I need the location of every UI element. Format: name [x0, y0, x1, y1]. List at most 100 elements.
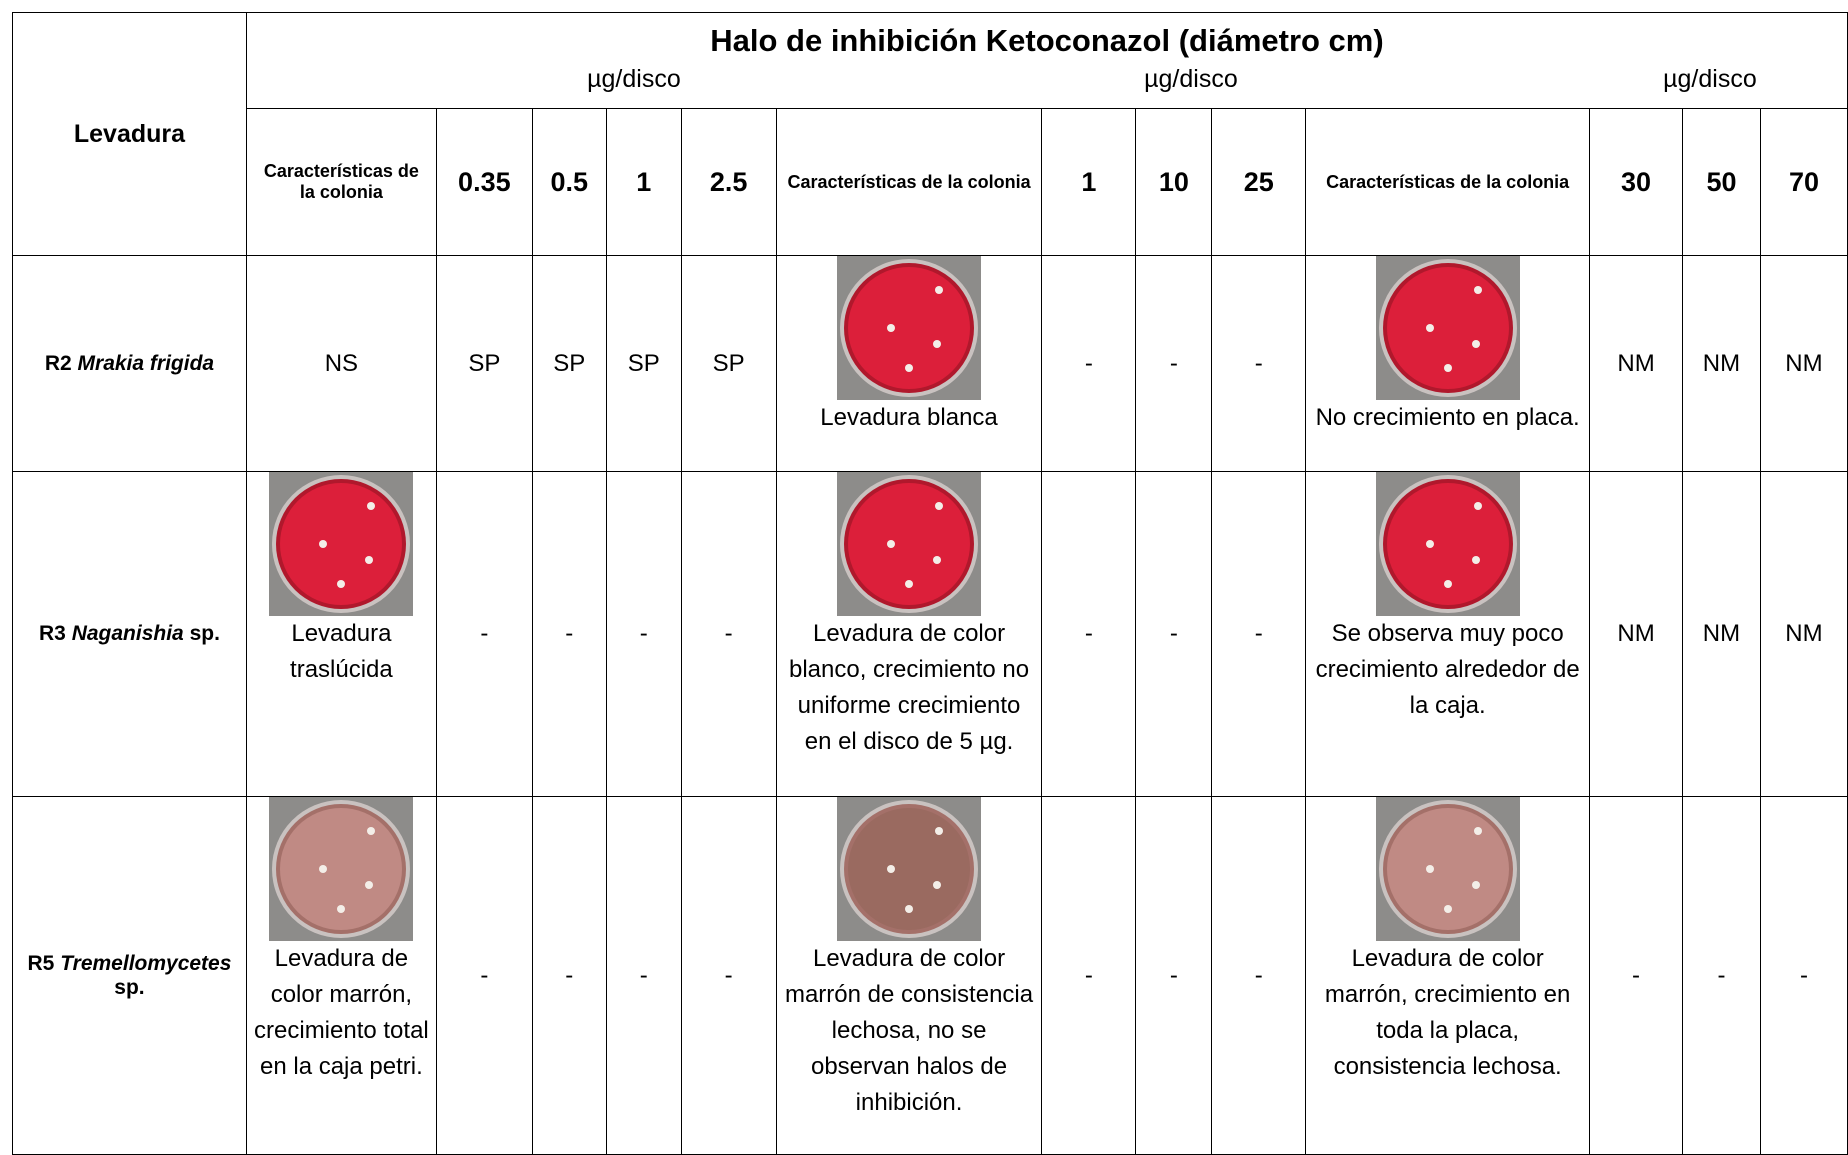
cell-text: -: [1169, 349, 1178, 377]
result-cell: -: [1041, 796, 1137, 1155]
table-row: R5 Tremellomycetes sp. Levadura de color …: [12, 796, 1848, 1155]
name-species: Naganishia: [71, 622, 184, 645]
cell-text: SP: [627, 349, 660, 377]
cell-text: -: [1632, 961, 1641, 989]
petri-dish: [269, 472, 414, 616]
cell-text: SP: [468, 349, 501, 377]
result-cell: -: [680, 471, 777, 797]
column-header-dose: 70: [1759, 108, 1848, 256]
cell-text: -: [1169, 961, 1178, 989]
result-cell: NM: [1681, 255, 1761, 472]
result-cell: NM: [1681, 471, 1761, 797]
column-header-text: Características de la colonia: [245, 108, 437, 256]
result-cell: -: [680, 796, 777, 1155]
cell-text: -: [724, 620, 733, 647]
column-header-dose: 50: [1681, 108, 1761, 256]
result-cell: SP: [435, 255, 533, 472]
row-name: R3 Naganishia sp.: [12, 471, 247, 797]
cell-text: SP: [553, 349, 586, 377]
first-col-header: Levadura: [12, 12, 247, 256]
cell-text: Levadura de color marrón de consistencia…: [784, 945, 1034, 1116]
column-header-dose: 10: [1135, 108, 1213, 256]
name-species: Tremellomycetes: [60, 951, 232, 975]
cell-text: -: [639, 620, 648, 647]
result-cell: -: [1211, 796, 1307, 1155]
result-cell: NM: [1759, 471, 1848, 797]
table-row: R2 Mrakia frigida NS SP SP SP SP Levadura blan…: [12, 255, 1848, 472]
cell-text: -: [1084, 620, 1093, 647]
cell-text: NM: [1617, 349, 1655, 377]
cell-text: -: [480, 961, 489, 989]
column-header-dose: 1: [1041, 108, 1137, 256]
cell-text: NM: [1702, 349, 1741, 377]
petri-dish: [1375, 797, 1520, 941]
cell-text: -: [1717, 961, 1726, 989]
result-cell: -: [1589, 796, 1683, 1155]
column-header-dose: 1: [605, 108, 682, 256]
table-row: R3 Naganishia sp. Levadura traslúcida - - - -…: [12, 471, 1848, 797]
colony-cell: Se observa muy poco crecimiento alrededo…: [1305, 471, 1591, 797]
result-cell: -: [1041, 255, 1137, 472]
cell-text: -: [1084, 961, 1093, 989]
column-header-dose: 2.5: [680, 108, 777, 256]
petri-dish: [837, 797, 982, 941]
result-cell: -: [1135, 796, 1213, 1155]
result-cell: -: [1041, 471, 1137, 797]
petri-dish: [837, 256, 982, 400]
colony-cell: Levadura de color marrón, crecimiento to…: [245, 796, 437, 1155]
cell-text: Levadura de color blanco, crecimiento no…: [788, 620, 1030, 755]
result-cell: NS: [245, 255, 437, 472]
cell-text: -: [1254, 961, 1263, 989]
cell-text: -: [724, 961, 733, 989]
name-suffix: sp.: [114, 975, 145, 999]
cell-text: -: [1799, 961, 1808, 989]
result-cell: -: [1135, 255, 1213, 472]
cell-text: -: [639, 961, 648, 989]
unit-label: µg/disco: [587, 65, 681, 93]
petri-dish: [837, 472, 982, 616]
table-title: Halo de inhibición Ketoconazol (diámetro…: [710, 23, 1384, 58]
cell-text: NS: [324, 349, 359, 377]
result-cell: -: [1211, 255, 1307, 472]
result-cell: -: [605, 471, 682, 797]
column-header-text: Características de la colonia: [1305, 108, 1591, 256]
cell-text: -: [565, 620, 574, 647]
unit-label: µg/disco: [1663, 65, 1757, 93]
result-cell: -: [435, 796, 533, 1155]
cell-text: NM: [1617, 620, 1655, 647]
unit-label: µg/disco: [1144, 65, 1238, 93]
result-cell: NM: [1589, 471, 1683, 797]
petri-dish: [1375, 472, 1520, 616]
name-prefix: R2: [44, 351, 72, 375]
colony-cell: Levadura traslúcida: [245, 471, 437, 797]
colony-cell: Levadura de color marrón de consistencia…: [775, 796, 1043, 1155]
cell-text: Se observa muy poco crecimiento alrededo…: [1315, 620, 1580, 719]
name-suffix: sp.: [189, 622, 220, 645]
result-cell: -: [1211, 471, 1307, 797]
cell-text: -: [1084, 349, 1093, 377]
cell-text: Levadura de color marrón, crecimiento en…: [1324, 945, 1571, 1080]
cell-text: -: [1254, 349, 1263, 377]
petri-dish: [1375, 256, 1520, 400]
cell-text: -: [480, 620, 489, 647]
name-prefix: R5: [27, 951, 55, 975]
result-cell: -: [531, 471, 607, 797]
cell-text: No crecimiento en placa.: [1315, 404, 1580, 431]
column-header-dose: 0.5: [531, 108, 607, 256]
colony-cell: Levadura blanca: [775, 255, 1043, 472]
result-cell: -: [435, 471, 533, 797]
cell-text: Levadura de color marrón, crecimiento to…: [254, 945, 429, 1080]
row-name: R2 Mrakia frigida: [12, 255, 247, 472]
petri-dish: [269, 797, 414, 941]
name-species: Mrakia frigida: [77, 351, 215, 375]
result-cell: -: [605, 796, 682, 1155]
result-cell: NM: [1759, 255, 1848, 472]
cell-text: Levadura traslúcida: [290, 620, 393, 683]
result-cell: -: [1759, 796, 1848, 1155]
result-cell: -: [531, 796, 607, 1155]
results-table: Levadura Halo de inhibición Ketoconazol …: [12, 12, 1848, 1155]
cell-text: -: [1254, 620, 1263, 647]
column-header-dose: 25: [1211, 108, 1307, 256]
colony-cell: No crecimiento en placa.: [1305, 255, 1591, 472]
